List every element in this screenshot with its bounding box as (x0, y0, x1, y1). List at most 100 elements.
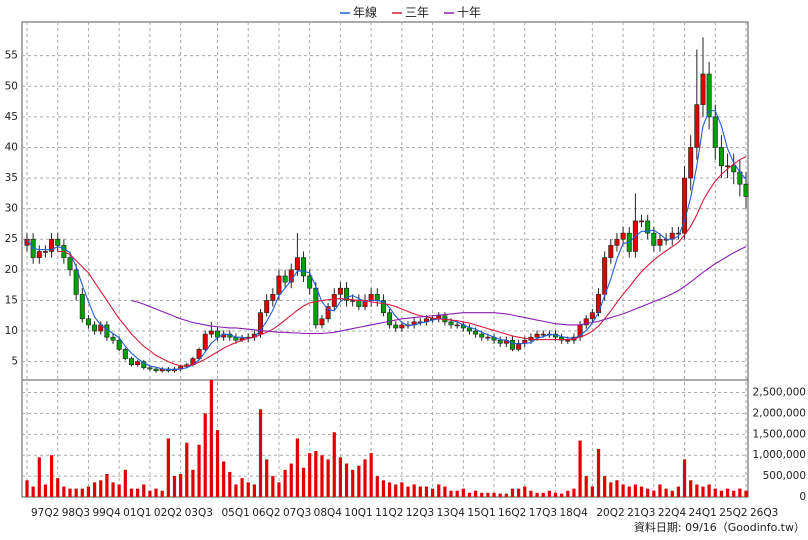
volume-bar (369, 453, 373, 497)
volume-bar (615, 480, 619, 497)
legend-label: 十年 (457, 6, 481, 20)
volume-bar (639, 486, 644, 497)
volume-bar (326, 459, 330, 497)
y2-tick-label: 500,000 (763, 470, 806, 482)
y2-tick-label: 2,000,000 (753, 407, 806, 419)
x-tick-label: 02Q2 (154, 507, 182, 519)
volume-bar (633, 484, 637, 497)
candle-body (509, 339, 515, 350)
volume-bar (498, 493, 502, 497)
candle-body (393, 324, 399, 329)
candle-body (350, 300, 356, 302)
candle-body (718, 147, 724, 167)
volume-bar (308, 453, 312, 497)
x-tick-label: 11Q2 (375, 507, 403, 519)
volume-bar (437, 484, 441, 497)
x-tick-label: 08Q4 (314, 507, 343, 519)
candle-body (122, 349, 128, 359)
candle-body (258, 312, 264, 335)
candle-body (294, 257, 300, 271)
y-tick-label: 30 (5, 203, 18, 215)
candle-body (36, 251, 42, 258)
candle-body (712, 116, 718, 148)
candle-body (479, 333, 485, 338)
volume-bar (240, 478, 244, 497)
volume-bar (62, 486, 66, 497)
y2-tick-label: 0 (799, 491, 806, 503)
candle-body (399, 324, 405, 329)
volume-bar (707, 484, 711, 497)
candle-body (675, 232, 681, 235)
x-tick-label: 07Q3 (283, 507, 311, 519)
volume-bar (400, 482, 404, 497)
volume-bar (578, 440, 582, 497)
candle-body (208, 330, 214, 335)
y2-tick-label: 1,000,000 (753, 449, 806, 461)
volume-bar (566, 490, 570, 497)
volume-bar (560, 493, 564, 497)
volume-bar (209, 380, 213, 497)
volume-bar (154, 488, 158, 497)
volume-bar (572, 488, 576, 497)
candle-body (319, 318, 325, 326)
volume-bar (627, 486, 631, 497)
x-tick-label: 97Q2 (31, 507, 59, 519)
candle-body (731, 165, 737, 173)
candle-body (694, 104, 700, 148)
volume-bar (252, 484, 256, 497)
volume-bar (732, 490, 736, 497)
candle-body (356, 300, 362, 307)
candle-body (344, 287, 350, 301)
volume-bar (179, 474, 183, 497)
x-tick-label: 21Q3 (627, 507, 655, 519)
ma-line (57, 156, 747, 367)
volume-bar (381, 480, 386, 497)
volume-bar (676, 486, 681, 497)
x-tick-label: 25Q2 (719, 507, 747, 519)
x-tick-label: 16Q2 (498, 507, 526, 519)
volume-bar (719, 490, 724, 497)
candle-body (270, 294, 276, 301)
volume-bar (492, 492, 496, 497)
candle-body (85, 318, 91, 326)
volume-bar (363, 459, 367, 497)
volume-bar (92, 482, 97, 497)
candle-body (559, 336, 565, 341)
footer: 資料日期: 09/16（Goodinfo.tw） (634, 520, 805, 534)
candle-body (706, 73, 712, 118)
volume-bar (265, 459, 269, 497)
candle-body (104, 324, 110, 338)
candle-body (540, 333, 546, 336)
volume-bar (43, 484, 48, 497)
candle-body (141, 361, 147, 369)
volume-bar (185, 442, 189, 497)
volume-bar (234, 484, 238, 497)
candle-body (473, 330, 479, 335)
candle-body (602, 257, 608, 295)
volume-bar (105, 474, 109, 497)
candle-body (387, 312, 393, 326)
volume-bar (646, 488, 650, 497)
candle-body (448, 321, 454, 326)
volume-bar (160, 490, 164, 497)
legend-label: 年線 (353, 5, 377, 20)
volume-bar (191, 469, 195, 497)
x-tick-label: 01Q1 (123, 507, 151, 519)
volume-bar (412, 484, 416, 497)
volume-bar (609, 482, 613, 497)
candle-body (325, 306, 331, 320)
volume-bar (351, 469, 355, 497)
volume-bar (670, 490, 674, 497)
volume-bar (271, 476, 275, 497)
candle-body (301, 257, 307, 277)
candle-body (67, 257, 73, 271)
candle-body (79, 294, 85, 320)
candle-body (639, 220, 645, 223)
x-tick-label: 26Q3 (750, 507, 778, 519)
volume-bar (49, 455, 54, 497)
candle-body (565, 339, 571, 342)
candle-body (368, 294, 374, 301)
candle-body (682, 177, 688, 234)
x-tick-label: 10Q1 (344, 507, 372, 519)
volume-bar (197, 444, 201, 497)
